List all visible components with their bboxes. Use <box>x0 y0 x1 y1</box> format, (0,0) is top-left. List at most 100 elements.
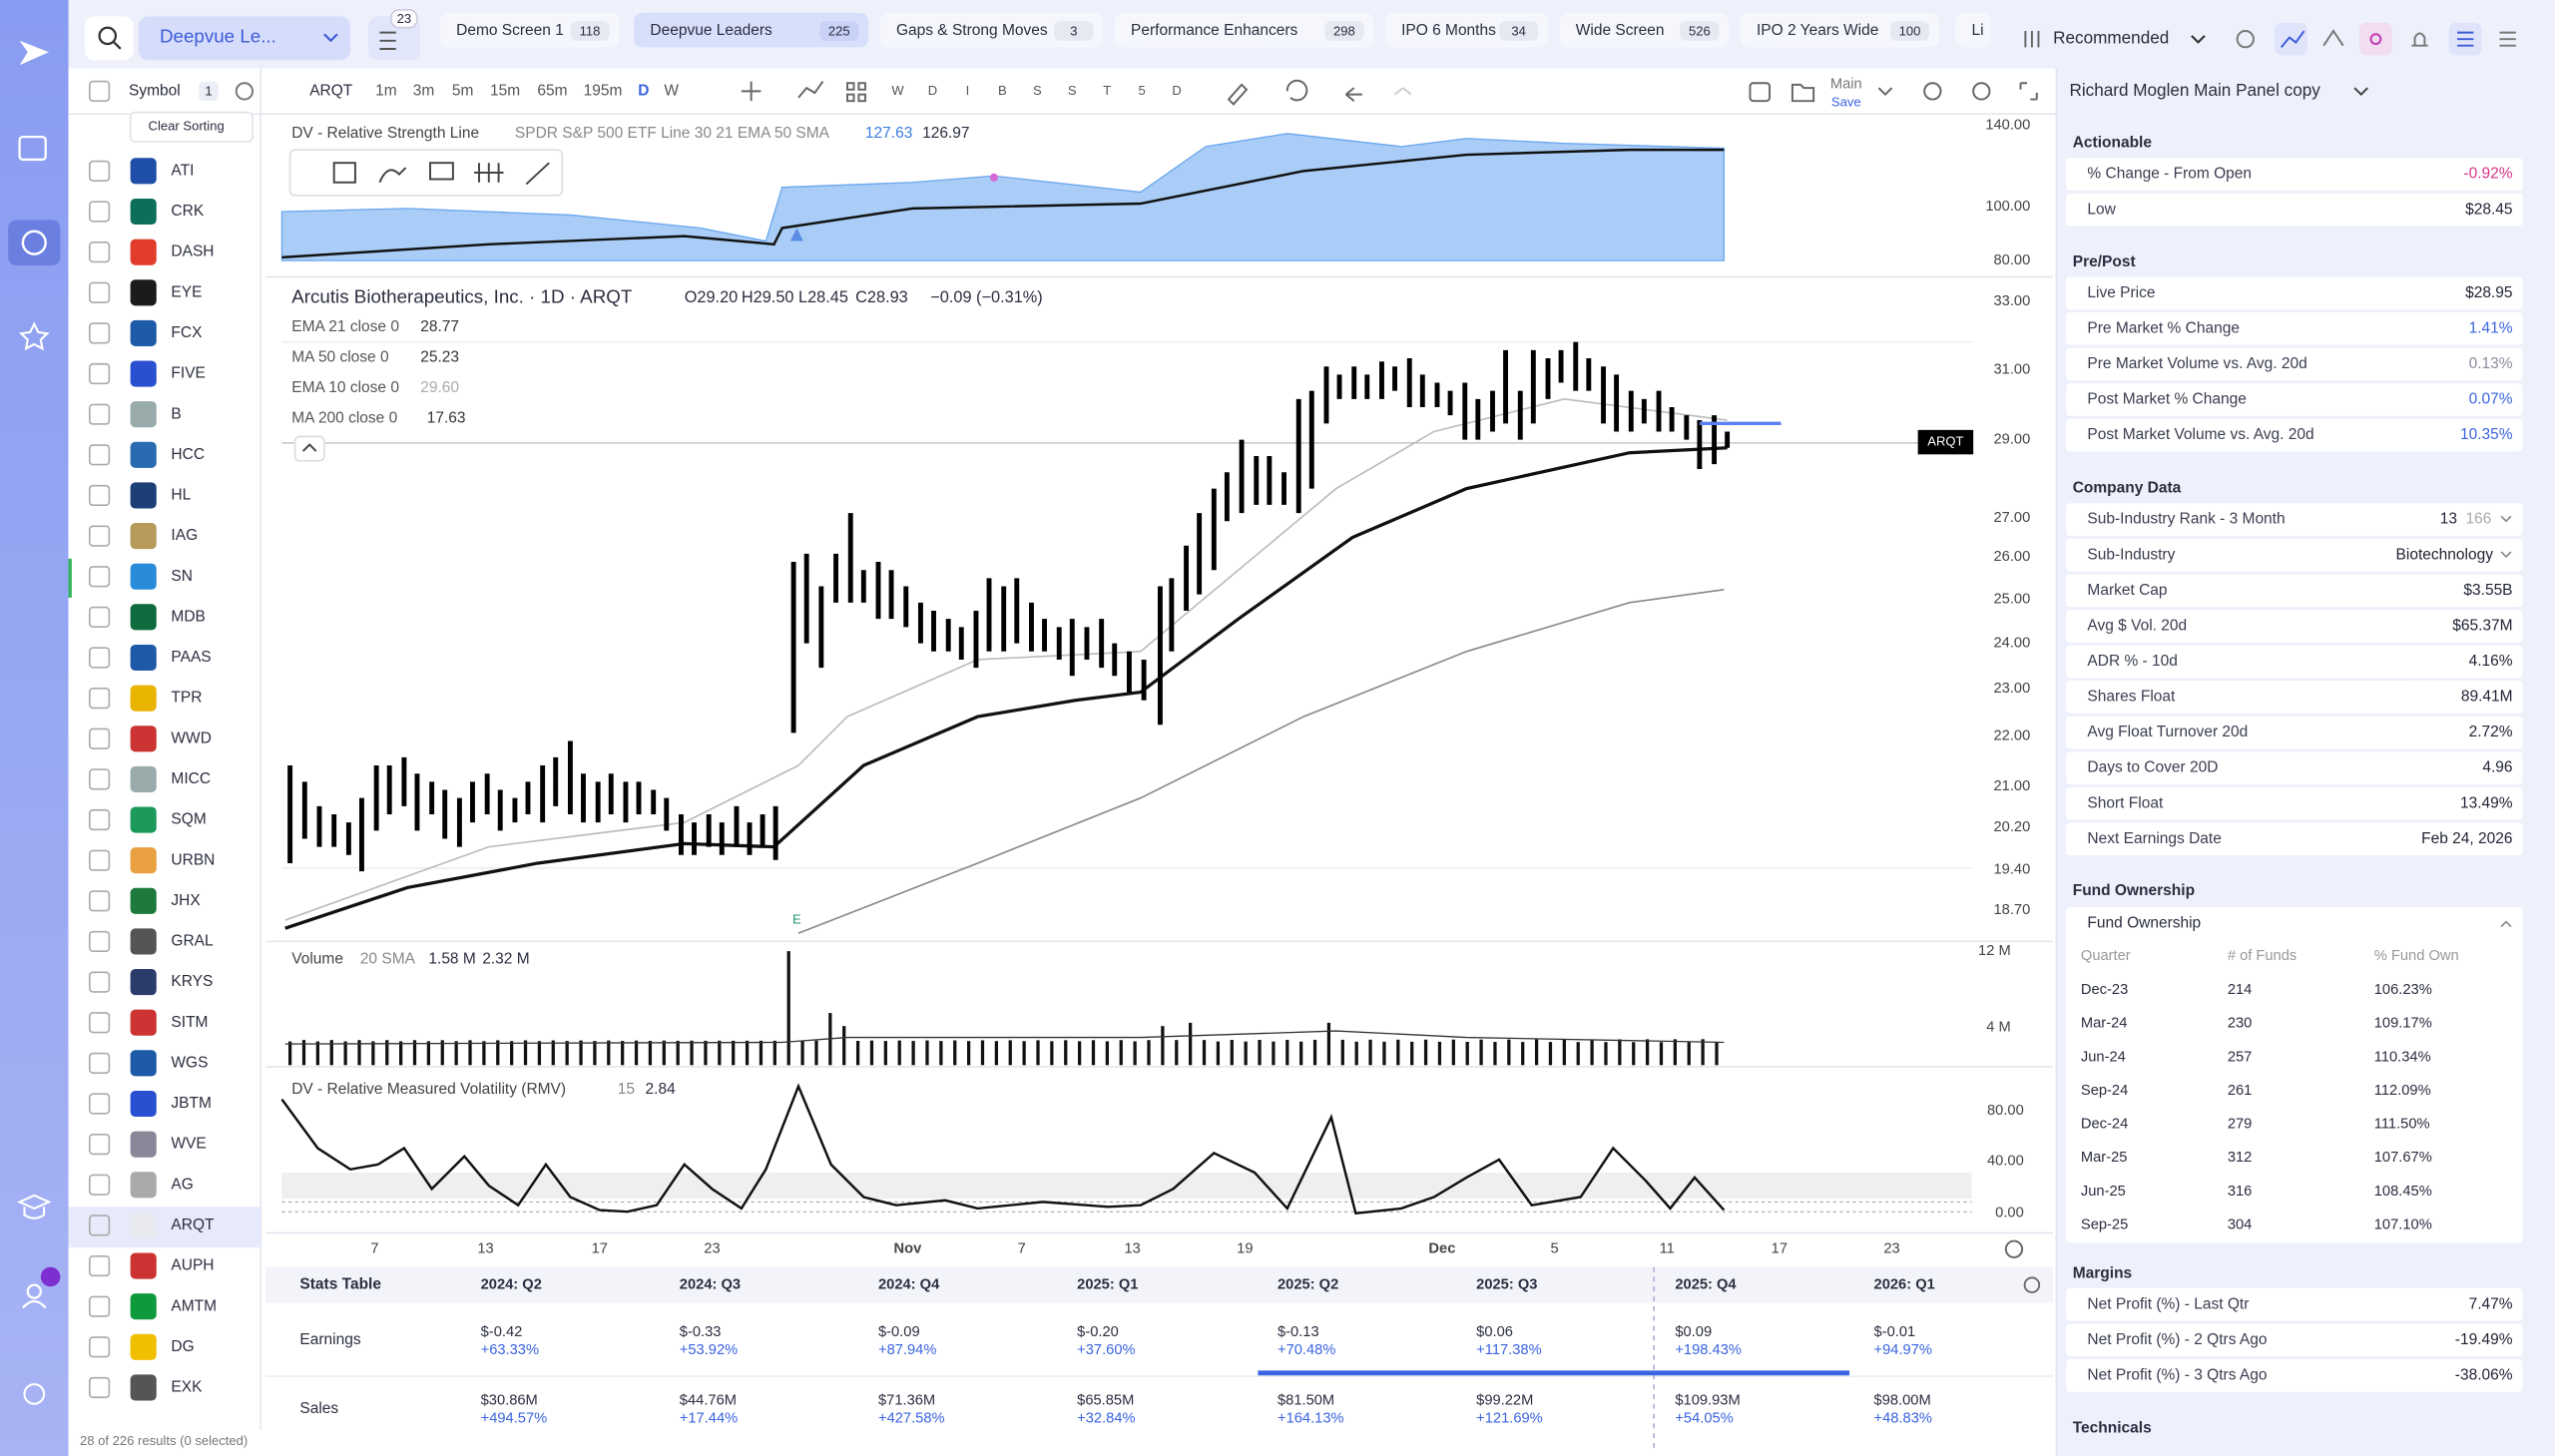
symbol[interactable]: FIVE <box>171 365 205 382</box>
symbol[interactable]: IAG <box>171 527 198 544</box>
checkbox[interactable] <box>88 849 111 871</box>
symbol[interactable]: AUPH <box>171 1257 214 1274</box>
dropdown-icon[interactable] <box>2500 515 2512 523</box>
checkbox[interactable] <box>88 566 111 588</box>
symbol[interactable]: WWD <box>171 729 211 746</box>
dropdown-icon[interactable] <box>2500 551 2512 558</box>
checkbox[interactable] <box>88 160 111 182</box>
checkbox[interactable] <box>88 484 111 507</box>
study-toggle[interactable]: I <box>966 83 970 98</box>
checkbox[interactable] <box>88 688 111 710</box>
study-toggle[interactable]: D <box>928 83 937 98</box>
checkbox[interactable] <box>88 1134 111 1156</box>
timeframe[interactable]: 195m <box>584 82 623 99</box>
timeframe[interactable]: 15m <box>490 82 520 99</box>
symbol[interactable]: JBTM <box>171 1095 211 1112</box>
study-toggle[interactable]: D <box>1172 83 1181 98</box>
checkbox[interactable] <box>88 768 111 790</box>
checkbox[interactable] <box>88 1376 111 1399</box>
tab[interactable] <box>879 13 1104 48</box>
symbol[interactable]: MDB <box>171 608 205 625</box>
checkbox[interactable] <box>88 1174 111 1196</box>
checkbox[interactable] <box>88 525 111 547</box>
checkbox[interactable] <box>88 1254 111 1277</box>
study-toggle[interactable]: B <box>998 83 1007 98</box>
symbol[interactable]: KRYS <box>171 973 213 990</box>
checkbox[interactable] <box>88 1012 111 1034</box>
symbol[interactable]: ATI <box>171 162 194 179</box>
checkbox[interactable] <box>88 281 111 303</box>
nav-icon[interactable] <box>23 1383 46 1405</box>
symbol[interactable]: DG <box>171 1338 194 1355</box>
nav-active[interactable] <box>8 220 61 266</box>
checkbox[interactable] <box>88 1336 111 1358</box>
checkbox[interactable] <box>88 1214 111 1236</box>
layout-name[interactable]: Main <box>1830 77 1862 93</box>
timeframe[interactable]: 1m <box>375 82 397 99</box>
symbol[interactable]: GRAL <box>171 933 214 950</box>
study-toggle[interactable]: S <box>1068 83 1077 98</box>
symbol[interactable]: CRK <box>171 203 204 220</box>
symbol[interactable]: B <box>171 405 181 422</box>
timeframe[interactable]: W <box>664 82 679 99</box>
checkbox[interactable] <box>88 728 111 749</box>
checkbox[interactable] <box>88 971 111 993</box>
checkbox[interactable] <box>88 403 111 425</box>
collapse-button[interactable] <box>293 435 325 462</box>
checkbox[interactable] <box>88 201 111 223</box>
stats-settings[interactable] <box>2023 1276 2041 1293</box>
checkbox[interactable] <box>88 242 111 263</box>
symbol[interactable]: SN <box>171 568 193 585</box>
screen-select[interactable] <box>138 16 351 61</box>
nav-icon[interactable] <box>26 1283 42 1299</box>
axis-settings[interactable] <box>2004 1239 2024 1258</box>
symbol[interactable]: MICC <box>171 770 211 787</box>
clear-sorting[interactable]: Clear Sorting <box>149 119 225 134</box>
layout-save[interactable]: Save <box>1831 94 1861 109</box>
symbol[interactable]: HCC <box>171 446 205 463</box>
symbol[interactable]: TPR <box>171 690 202 707</box>
nav-icon[interactable] <box>18 321 50 351</box>
timeframe[interactable]: 5m <box>452 82 474 99</box>
symbol[interactable]: SITM <box>171 1014 208 1031</box>
tab[interactable] <box>634 13 869 48</box>
tab[interactable] <box>1114 13 1374 48</box>
symbol[interactable]: SQM <box>171 811 206 828</box>
symbol[interactable]: WGS <box>171 1054 208 1071</box>
ticker[interactable]: ARQT <box>309 82 353 99</box>
symbol[interactable]: URBN <box>171 851 215 868</box>
study-toggle[interactable]: T <box>1103 83 1111 98</box>
symbol[interactable]: PAAS <box>171 649 211 666</box>
search-button[interactable] <box>84 16 134 61</box>
nav-icon[interactable] <box>16 1194 52 1219</box>
settings-icon[interactable] <box>235 82 255 101</box>
symbol[interactable]: DASH <box>171 243 214 260</box>
checkbox[interactable] <box>88 647 111 669</box>
nav-icon[interactable] <box>18 135 47 162</box>
symbol[interactable]: EXK <box>171 1379 203 1396</box>
checkbox[interactable] <box>88 362 111 385</box>
checkbox[interactable] <box>88 80 111 102</box>
checkbox[interactable] <box>88 444 111 466</box>
study-toggle[interactable]: W <box>891 83 904 98</box>
symbol[interactable]: JHX <box>171 892 201 909</box>
symbol[interactable]: AG <box>171 1176 193 1193</box>
symbol[interactable]: EYE <box>171 283 202 300</box>
timeframe[interactable]: 65m <box>537 82 567 99</box>
study-toggle[interactable]: 5 <box>1139 83 1146 98</box>
checkbox[interactable] <box>88 890 111 912</box>
tab[interactable] <box>1955 13 1992 48</box>
symbol[interactable]: FCX <box>171 324 203 341</box>
checkbox[interactable] <box>88 808 111 831</box>
symbol[interactable]: ARQT <box>171 1216 215 1233</box>
checkbox[interactable] <box>88 1052 111 1074</box>
checkbox[interactable] <box>88 930 111 953</box>
checkbox[interactable] <box>88 1295 111 1317</box>
checkbox[interactable] <box>88 606 111 628</box>
symbol[interactable]: AMTM <box>171 1297 217 1314</box>
checkbox[interactable] <box>88 1093 111 1115</box>
study-toggle[interactable]: S <box>1033 83 1042 98</box>
symbol[interactable]: WVE <box>171 1136 206 1153</box>
symbol[interactable]: HL <box>171 487 191 504</box>
checkbox[interactable] <box>88 322 111 344</box>
